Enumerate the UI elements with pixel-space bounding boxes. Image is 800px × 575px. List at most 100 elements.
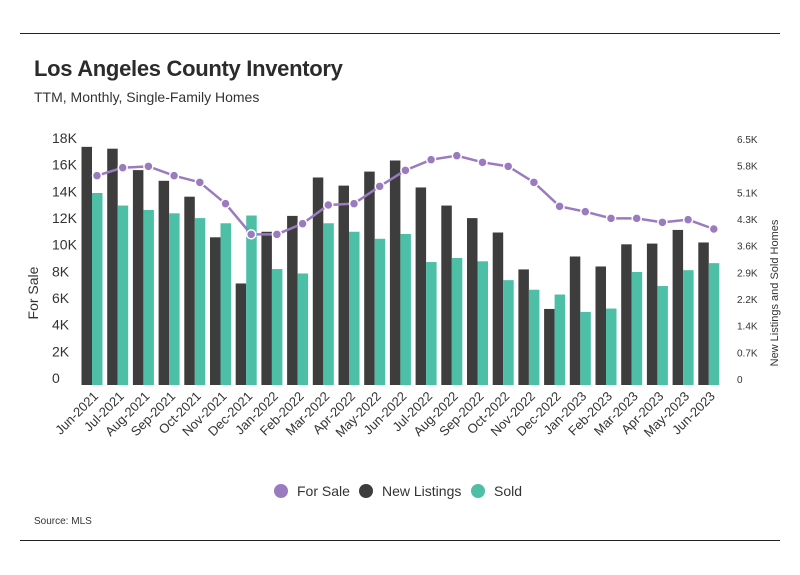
sold-bar <box>194 218 206 385</box>
legend-label: Sold <box>494 483 522 499</box>
right-tick-label: 5.1K <box>737 188 758 199</box>
for-sale-line-layer <box>91 150 720 240</box>
new-listings-bar <box>261 231 272 385</box>
left-tick-label: 6K <box>52 290 70 306</box>
bars-layer <box>81 146 720 385</box>
sold-bar <box>143 209 154 385</box>
left-tick-label: 2K <box>52 343 70 359</box>
new-listings-bar <box>621 244 632 385</box>
sold-bar <box>631 272 643 385</box>
right-tick-label: 3.6K <box>737 242 758 253</box>
new-listings-bar <box>389 160 401 385</box>
chart-title: Los Angeles County Inventory <box>34 56 343 81</box>
for-sale-point <box>91 170 103 181</box>
for-sale-point <box>502 161 514 172</box>
new-listings-bar <box>518 269 529 385</box>
sold-bar <box>451 257 463 385</box>
right-axis-label: New Listings and Sold Homes <box>769 219 781 366</box>
right-tick-label: 2.9K <box>737 268 758 279</box>
for-sale-point <box>400 165 411 176</box>
chart-subtitle: TTM, Monthly, Single-Family Homes <box>34 89 260 105</box>
for-sale-point <box>220 198 231 209</box>
for-sale-point <box>631 213 642 224</box>
for-sale-point <box>554 201 565 212</box>
sold-bar <box>92 193 103 385</box>
left-axis-label: For Sale <box>25 266 41 319</box>
for-sale-point <box>323 199 334 211</box>
sold-bar <box>657 286 668 385</box>
x-axis: Jun-2021Jul-2021Aug-2021Sep-2021Oct-2021… <box>52 389 718 440</box>
legend: For Sale New Listings Sold <box>274 483 522 499</box>
right-tick-label: 1.4K <box>737 322 758 333</box>
new-listings-bar <box>81 146 92 385</box>
source-note: Source: MLS <box>34 516 92 527</box>
new-listings-bar <box>467 218 478 385</box>
sold-bar <box>323 223 334 385</box>
for-sale-point <box>528 177 540 188</box>
new-listings-bar <box>107 148 118 385</box>
sold-bar <box>297 273 309 385</box>
left-tick-label: 12K <box>52 210 78 226</box>
sold-bar <box>554 294 566 385</box>
legend-marker <box>274 484 288 498</box>
right-tick-label: 4.3K <box>737 215 758 226</box>
for-sale-point <box>271 229 283 240</box>
for-sale-point <box>605 213 617 224</box>
sold-bar <box>220 223 231 385</box>
for-sale-point <box>143 161 154 172</box>
new-listings-bar <box>235 283 247 385</box>
sold-bar <box>349 231 360 385</box>
for-sale-point <box>245 229 257 240</box>
legend-marker <box>359 484 373 498</box>
for-sale-point <box>580 206 591 217</box>
sold-bar <box>271 269 283 385</box>
for-sale-point <box>297 218 308 229</box>
left-tick-label: 14K <box>52 183 78 199</box>
sold-bar <box>606 308 617 385</box>
sold-bar <box>400 233 411 385</box>
new-listings-bar <box>415 187 427 385</box>
for-sale-point <box>194 177 206 188</box>
for-sale-point <box>425 154 437 165</box>
top-rule <box>20 33 780 34</box>
right-tick-label: 0.7K <box>737 348 758 359</box>
new-listings-bar <box>441 205 452 385</box>
right-tick-label: 6.5K <box>737 135 758 146</box>
left-tick-label: 16K <box>52 157 78 173</box>
sold-bar <box>708 263 720 385</box>
sold-bar <box>683 270 694 385</box>
right-tick-label: 2.2K <box>737 295 758 306</box>
sold-bar <box>528 289 540 385</box>
for-sale-point <box>477 157 488 168</box>
left-tick-label: 10K <box>52 237 78 253</box>
new-listings-bar <box>158 180 170 385</box>
new-listings-bar <box>569 256 581 385</box>
sold-bar <box>503 280 514 385</box>
for-sale-point <box>117 162 128 173</box>
for-sale-point <box>708 223 720 235</box>
new-listings-bar <box>544 308 555 385</box>
new-listings-bar <box>312 177 324 385</box>
new-listings-bar <box>338 185 349 385</box>
legend-marker <box>471 484 485 498</box>
new-listings-bar <box>287 215 298 385</box>
for-sale-point <box>374 181 385 192</box>
new-listings-bar <box>184 196 195 385</box>
sold-bar <box>374 238 386 385</box>
sold-bar <box>246 215 257 385</box>
for-sale-point <box>348 198 360 209</box>
left-tick-label: 4K <box>52 317 70 333</box>
left-tick-label: 0 <box>52 370 60 386</box>
sold-bar <box>117 205 129 385</box>
for-sale-point <box>168 170 180 181</box>
sold-bar <box>169 213 180 385</box>
legend-label: For Sale <box>297 483 350 499</box>
right-axis: 0 0.7K 1.4K 2.2K 2.9K 3.6K 4.3K 5.1K 5.8K 6.5K <box>737 135 758 386</box>
right-tick-label: 5.8K <box>737 162 758 173</box>
new-listings-bar <box>492 232 504 385</box>
for-sale-point <box>682 214 694 225</box>
bottom-rule <box>20 540 780 541</box>
right-tick-label: 0 <box>737 375 743 386</box>
new-listings-bar <box>672 229 684 385</box>
for-sale-point <box>451 150 463 161</box>
